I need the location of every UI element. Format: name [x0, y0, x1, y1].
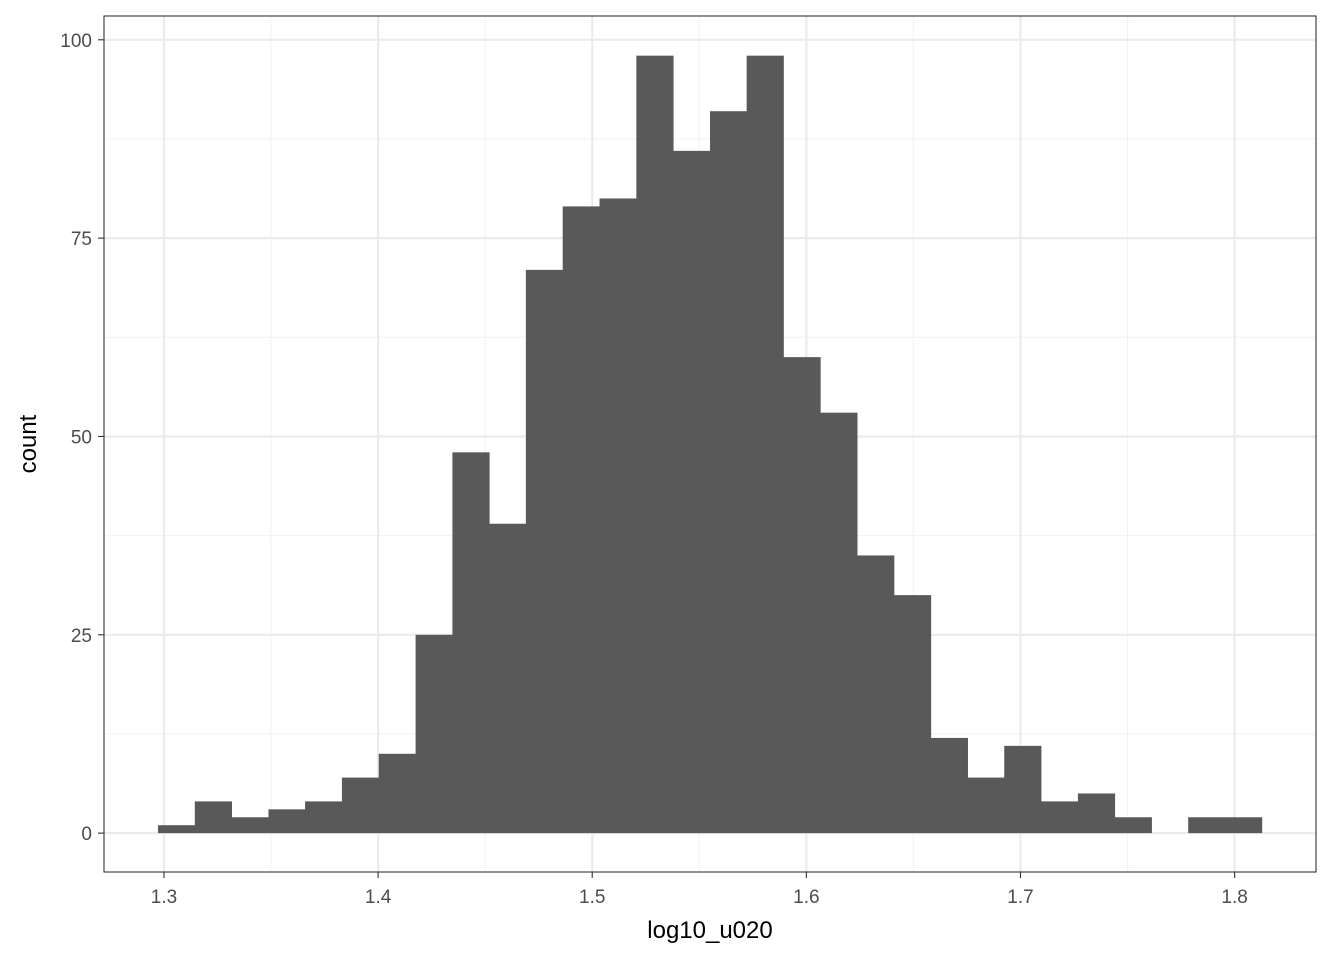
y-tick-label: 100	[60, 31, 92, 52]
histogram-bar	[783, 357, 821, 834]
histogram-bar	[820, 412, 858, 834]
histogram-bar	[967, 777, 1005, 834]
histogram-bar	[1225, 817, 1263, 834]
x-tick-label: 1.7	[1007, 887, 1033, 908]
histogram-bar	[930, 737, 968, 834]
y-tick-label: 25	[71, 626, 92, 647]
histogram-bar	[1114, 817, 1152, 834]
histogram-bar	[231, 817, 269, 834]
histogram-bar	[710, 111, 748, 834]
y-axis-title: count	[15, 414, 42, 473]
histogram-bar	[1188, 817, 1226, 834]
histogram-bar	[378, 753, 416, 834]
histogram-bar	[599, 198, 637, 834]
y-axis-ticks: 0 25 50 75 100	[60, 31, 104, 845]
histogram-bar	[452, 452, 490, 834]
histogram-bar	[893, 595, 932, 834]
histogram-bar	[1077, 793, 1116, 834]
panel-border	[103, 15, 1317, 873]
histogram-bar	[857, 555, 895, 834]
histogram-bars	[157, 55, 1263, 834]
x-tick-label: 1.3	[151, 887, 177, 908]
histogram-bar	[305, 801, 343, 834]
x-tick-label: 1.6	[793, 887, 819, 908]
histogram-bar	[1004, 745, 1042, 834]
histogram-bar	[746, 55, 784, 834]
y-tick-label: 0	[81, 824, 92, 845]
histogram-bar	[636, 55, 674, 834]
histogram-bar	[525, 269, 564, 834]
histogram-bar	[489, 523, 527, 834]
histogram-bar	[157, 825, 196, 834]
x-tick-label: 1.8	[1221, 887, 1247, 908]
histogram-bar	[268, 809, 306, 834]
y-tick-label: 75	[71, 229, 92, 250]
x-tick-label: 1.4	[365, 887, 392, 908]
x-axis-title: log10_u020	[647, 917, 772, 944]
histogram-bar	[562, 206, 600, 834]
histogram-bar	[1041, 801, 1079, 834]
x-tick-label: 1.5	[579, 887, 605, 908]
x-axis-ticks: 1.3 1.4 1.5 1.6 1.7 1.8	[151, 872, 1248, 908]
y-tick-label: 50	[71, 427, 92, 448]
histogram-bar	[194, 801, 233, 834]
histogram-bar	[673, 150, 711, 834]
histogram-bar	[415, 634, 453, 834]
histogram-bar	[341, 777, 380, 834]
